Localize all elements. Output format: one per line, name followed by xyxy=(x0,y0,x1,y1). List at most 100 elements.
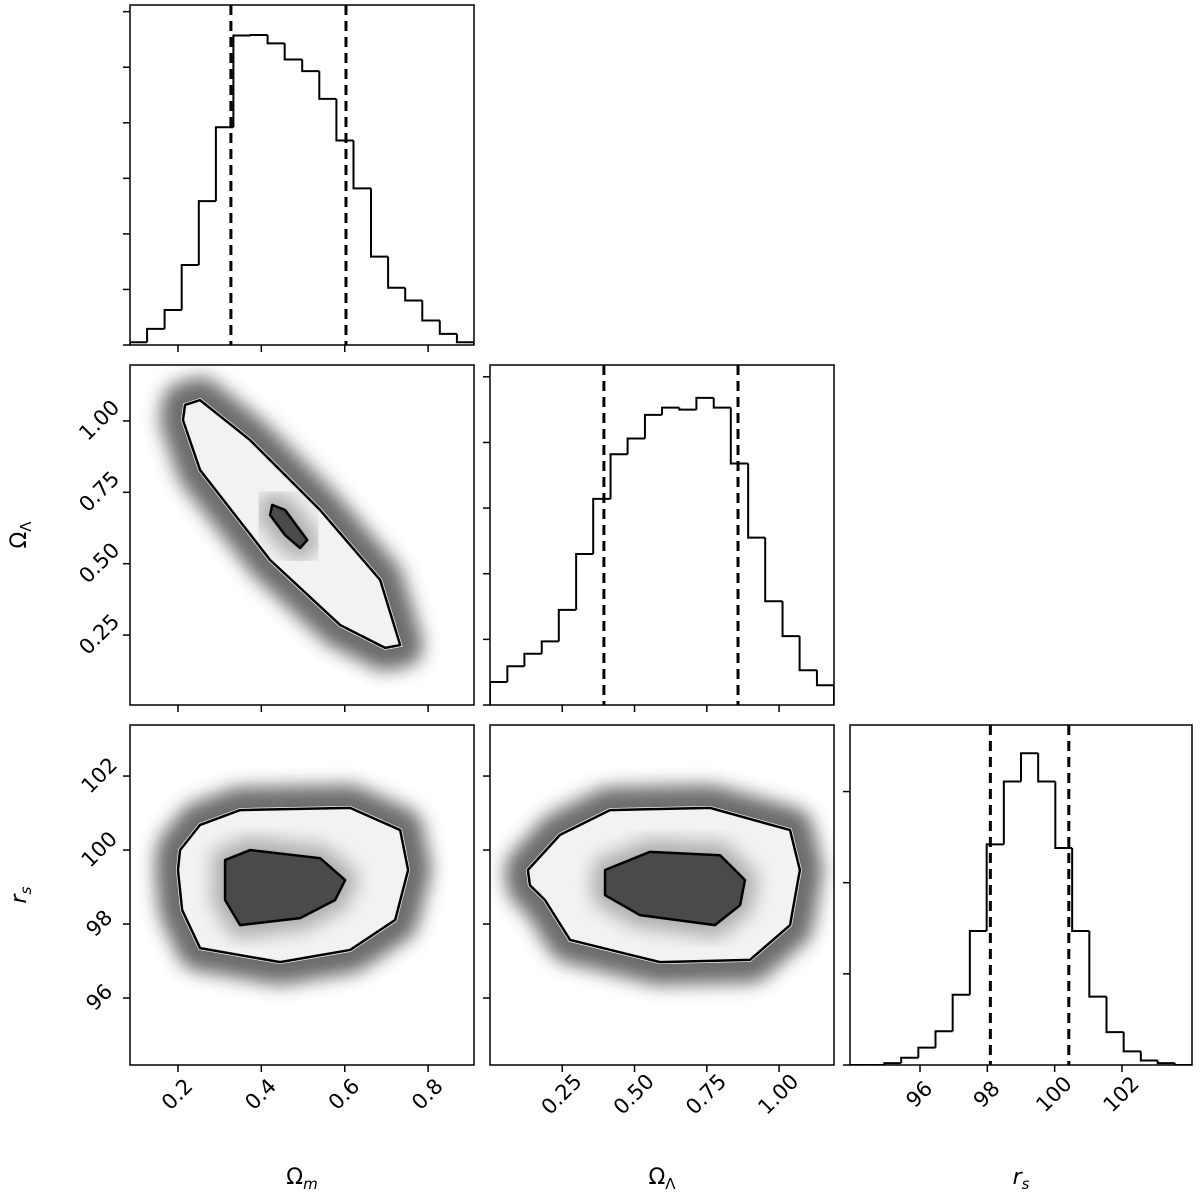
hist-bin xyxy=(917,1046,936,1058)
contour xyxy=(223,848,347,927)
density-core-fill xyxy=(605,851,745,926)
hist-bin xyxy=(985,843,1004,932)
plot-area xyxy=(490,365,834,705)
axes-frame xyxy=(849,724,1193,1066)
y-tick-label: 0.25 xyxy=(74,609,124,659)
y-tick-label: 0.50 xyxy=(74,538,124,588)
hist-bin xyxy=(951,993,970,1032)
hist-bin xyxy=(1122,1032,1141,1053)
hist-bin xyxy=(643,413,662,439)
x-axis-label: Ωm xyxy=(286,1165,317,1193)
hist-bin xyxy=(163,309,182,329)
hist-bin xyxy=(1002,780,1021,845)
hist-bin xyxy=(934,1030,953,1048)
contour xyxy=(526,806,802,964)
x-tick-label: 100 xyxy=(1031,1072,1076,1117)
hist-bin xyxy=(301,59,320,73)
hist-bin xyxy=(900,1056,919,1064)
axes-frame xyxy=(129,4,475,346)
hist-bin xyxy=(678,407,697,411)
hist-bin xyxy=(523,652,542,667)
x-tick-label: 0.6 xyxy=(324,1074,365,1115)
hist-bin xyxy=(747,463,766,539)
plot-area xyxy=(154,784,432,986)
hist-bin xyxy=(335,98,354,142)
hist-bin xyxy=(1071,848,1090,933)
hist-bin xyxy=(1139,1051,1158,1062)
y-axis-label: ΩΛ xyxy=(7,521,35,549)
y-tick-label: 0.75 xyxy=(74,467,124,517)
hist-bin xyxy=(421,300,440,322)
contour xyxy=(181,398,402,650)
x-tick-label: 96 xyxy=(901,1076,937,1112)
x-tick-label: 0.50 xyxy=(609,1069,659,1119)
x-tick-label: 0.4 xyxy=(240,1074,281,1115)
x-tick-label: 0.2 xyxy=(157,1074,198,1115)
y-tick-label: 100 xyxy=(77,827,122,872)
x-tick-label: 102 xyxy=(1099,1072,1144,1117)
hist-bin xyxy=(490,681,508,705)
hist-bin xyxy=(352,140,372,190)
hist-bin xyxy=(815,670,834,705)
axes-frame xyxy=(129,724,475,1066)
hist-bin xyxy=(764,537,783,603)
plot-area xyxy=(850,725,1192,1065)
x-tick-label: 0.25 xyxy=(537,1069,587,1119)
y-tick-label: 102 xyxy=(77,753,122,798)
contour xyxy=(176,806,410,964)
y-axis-label: rs xyxy=(7,886,35,903)
density-core-fill xyxy=(225,850,346,926)
hist-bin xyxy=(609,453,628,499)
hist-bin xyxy=(1105,996,1124,1034)
density-core-fill xyxy=(270,504,308,548)
hist-bin xyxy=(214,126,234,202)
hist-bin xyxy=(404,287,423,302)
hist-bin xyxy=(557,608,577,642)
y-tick-label: 98 xyxy=(81,905,117,941)
hist-bin xyxy=(1020,752,1039,782)
hist-bin xyxy=(1037,753,1056,783)
x-axis-label: rs xyxy=(1013,1165,1030,1193)
plot-area xyxy=(159,377,424,671)
hist-bin xyxy=(661,406,680,415)
plot-area xyxy=(504,784,823,986)
contour xyxy=(268,503,309,550)
hist-bin xyxy=(729,407,749,465)
contour xyxy=(603,850,747,927)
hist-bin xyxy=(455,333,474,345)
hist-bin xyxy=(506,665,525,683)
hist-bin xyxy=(232,34,251,128)
hist-bin xyxy=(249,34,268,36)
y-tick-label: 96 xyxy=(81,979,117,1015)
hist-bin xyxy=(318,71,337,100)
hist-bin xyxy=(266,35,285,45)
hist-bin xyxy=(438,320,457,335)
hist-bin xyxy=(540,640,559,654)
hist-bin xyxy=(626,437,645,455)
axes-frame xyxy=(129,364,475,706)
hist-bin xyxy=(1156,1060,1175,1065)
hist-bin xyxy=(968,930,987,995)
axes-frame xyxy=(489,724,835,1066)
x-tick-label: 0.75 xyxy=(681,1069,731,1119)
hist-bin xyxy=(781,601,800,638)
axes-frame xyxy=(489,364,835,706)
hist-bin xyxy=(146,327,165,343)
hist-bin xyxy=(575,553,594,610)
hist-bin xyxy=(130,341,148,345)
y-tick-label: 1.00 xyxy=(74,395,124,445)
x-tick-label: 1.00 xyxy=(753,1069,803,1119)
hist-bin xyxy=(180,264,199,310)
x-axis-label: ΩΛ xyxy=(648,1165,676,1193)
hist-bin xyxy=(1173,1063,1192,1065)
hist-bin xyxy=(197,200,216,265)
plot-area xyxy=(130,5,474,345)
hist-bin xyxy=(370,188,389,258)
hist-bin xyxy=(798,636,817,672)
hist-bin xyxy=(1054,781,1073,850)
hist-bin xyxy=(695,396,714,410)
hist-bin xyxy=(283,43,303,61)
hist-bin xyxy=(387,256,406,289)
hist-bin xyxy=(592,497,611,555)
